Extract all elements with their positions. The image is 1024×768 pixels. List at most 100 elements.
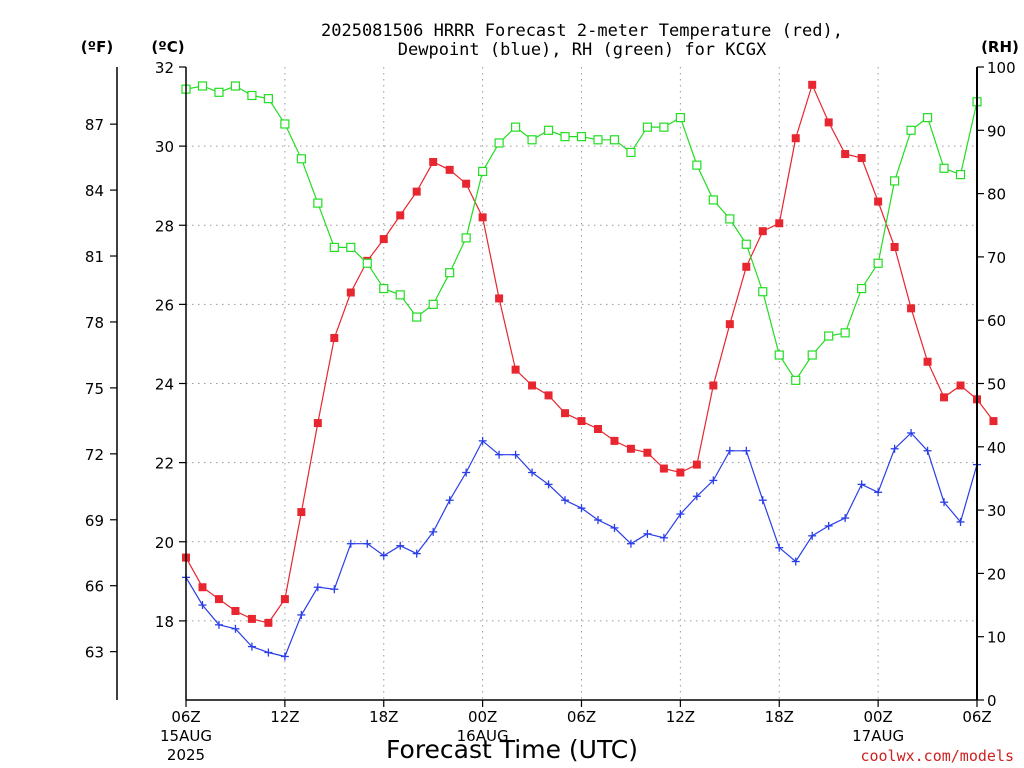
dewpoint-point [907, 428, 916, 437]
x-tick-date: 15AUG [160, 727, 212, 745]
temperature-point [330, 334, 339, 343]
dewpoint-point [330, 585, 339, 594]
dewpoint-point [692, 492, 701, 501]
temperature-point [659, 464, 668, 473]
rh-point [296, 154, 306, 164]
dewpoint-point [956, 517, 965, 526]
rh-point [280, 119, 290, 129]
temperature-point [429, 157, 438, 166]
rh-point [626, 147, 636, 158]
rh-point [857, 283, 867, 294]
temperature-point [907, 304, 916, 313]
temperature-point [874, 197, 883, 206]
temperature-point [511, 365, 520, 374]
temperature-point [758, 227, 767, 236]
dewpoint-point [280, 652, 289, 661]
fahrenheit-tick-label: 87 [85, 116, 104, 134]
dewpoint-point [561, 496, 570, 505]
celsius-tick-label: 22 [155, 455, 174, 473]
dewpoint-point [824, 521, 833, 530]
rh-point [543, 125, 554, 135]
rh-point [890, 176, 900, 186]
fahrenheit-tick-label: 75 [85, 380, 104, 398]
celsius-tick-label: 24 [155, 376, 174, 394]
rh-point [906, 125, 916, 135]
dewpoint-point [940, 498, 949, 507]
dewpoint-point [742, 446, 751, 455]
dewpoint-point [198, 601, 207, 610]
temperature-point [396, 211, 405, 220]
x-tick-date: 16AUG [457, 727, 509, 745]
dewpoint-point [297, 610, 306, 619]
x-tick-label: 18Z [369, 708, 398, 726]
celsius-tick-label: 18 [155, 613, 174, 631]
temperature-point [709, 381, 718, 390]
celsius-tick-label: 26 [155, 296, 174, 314]
temperature-point [692, 460, 701, 469]
dewpoint-point [874, 488, 883, 497]
temperature-point [346, 288, 355, 297]
temperature-point [775, 219, 784, 228]
dewpoint-point [643, 529, 652, 538]
rh-point [362, 258, 372, 268]
x-tick-label: 18Z [765, 708, 794, 726]
rh-point [560, 132, 570, 142]
rh-point [824, 331, 834, 341]
rh-point [214, 87, 224, 97]
fahrenheit-tick-label: 84 [85, 182, 104, 200]
dewpoint-point [429, 527, 438, 536]
rh-tick-label: 10 [987, 629, 1006, 647]
temperature-point [478, 213, 487, 222]
dewpoint-point [264, 648, 273, 657]
rh-tick-label: 40 [987, 439, 1006, 457]
celsius-unit-label: (ºC) [151, 38, 184, 56]
dewpoint-point [495, 450, 504, 459]
dewpoint-point [808, 531, 817, 540]
dewpoint-point [659, 533, 668, 542]
temperature-point [824, 118, 833, 127]
rh-point [807, 350, 817, 360]
rh-point [478, 166, 488, 177]
temperature-point [313, 419, 322, 428]
temperature-point [445, 165, 454, 174]
chart-title-line2: Dewpoint (blue), RH (green) for KCGX [398, 40, 767, 60]
x-tick-label: 00Z [468, 708, 497, 726]
fahrenheit-tick-label: 78 [85, 314, 104, 332]
rh-point [346, 242, 356, 253]
temperature-point [593, 424, 602, 433]
rh-point [428, 299, 438, 309]
rh-point [445, 268, 455, 278]
rh-point [955, 170, 966, 180]
rh-point [230, 81, 241, 91]
dewpoint-point [231, 624, 240, 633]
rh-tick-label: 60 [987, 312, 1006, 330]
rh-point [247, 90, 257, 101]
dewpoint-point [412, 549, 421, 558]
dewpoint-point [593, 515, 602, 524]
temperature-point [923, 357, 932, 366]
rh-point [576, 132, 587, 142]
temperature-point [297, 508, 306, 517]
rh-point [659, 122, 669, 132]
dewpoint-point [478, 436, 487, 445]
fahrenheit-unit-label: (ºF) [81, 38, 113, 56]
temperature-point [544, 391, 553, 400]
temperature-point [956, 381, 965, 390]
rh-point [527, 135, 537, 145]
temperature-point [495, 294, 504, 303]
celsius-tick-label: 30 [155, 138, 174, 156]
temperature-point [989, 417, 998, 426]
dewpoint-point [247, 642, 256, 651]
rh-point [263, 94, 273, 104]
dewpoint-point [462, 468, 471, 477]
rh-tick-label: 100 [987, 59, 1016, 77]
temperature-point [577, 417, 586, 426]
fahrenheit-tick-label: 69 [85, 512, 104, 530]
rh-point [725, 214, 735, 224]
temperature-point [231, 606, 240, 615]
rh-point [840, 328, 850, 338]
fahrenheit-tick-label: 63 [85, 644, 104, 662]
temperature-point [610, 436, 619, 445]
x-tick-label: 12Z [666, 708, 695, 726]
dewpoint-point [445, 496, 454, 505]
